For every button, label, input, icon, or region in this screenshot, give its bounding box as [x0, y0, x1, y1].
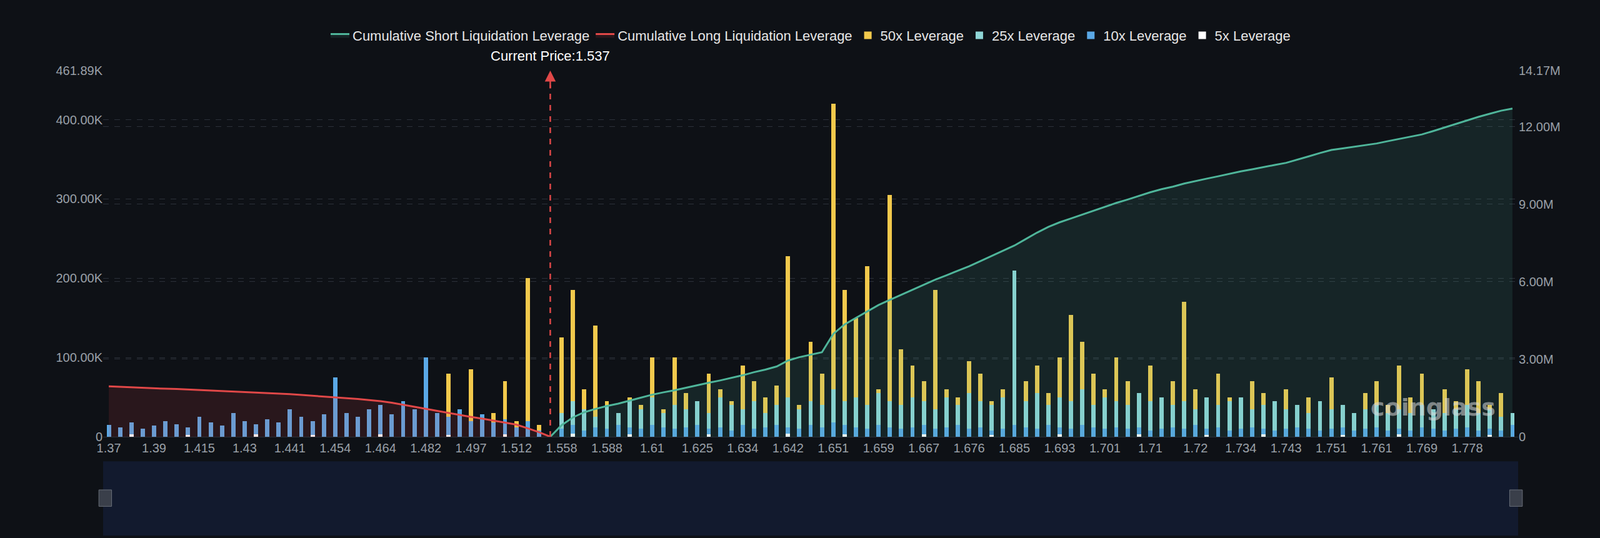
svg-text:1.743: 1.743 [1270, 441, 1302, 455]
svg-text:1.751: 1.751 [1315, 441, 1347, 455]
svg-text:10x Leverage: 10x Leverage [1103, 28, 1187, 44]
svg-text:1.667: 1.667 [908, 441, 940, 455]
svg-text:1.482: 1.482 [410, 441, 442, 455]
svg-text:300.00K: 300.00K [55, 191, 103, 206]
svg-text:1.37: 1.37 [96, 441, 122, 455]
svg-text:1.778: 1.778 [1451, 441, 1483, 455]
svg-text:12.00M: 12.00M [1518, 120, 1561, 134]
svg-text:1.651: 1.651 [817, 441, 849, 455]
svg-text:1.71: 1.71 [1138, 441, 1163, 455]
svg-text:1.685: 1.685 [998, 441, 1030, 455]
svg-text:6.00M: 6.00M [1518, 275, 1554, 289]
svg-text:0: 0 [95, 430, 103, 444]
svg-text:200.00K: 200.00K [55, 271, 103, 285]
svg-text:Current Price:1.537: Current Price:1.537 [490, 48, 610, 64]
svg-text:1.642: 1.642 [772, 441, 804, 455]
svg-text:1.512: 1.512 [500, 441, 532, 455]
svg-text:1.701: 1.701 [1089, 441, 1121, 455]
svg-text:25x Leverage: 25x Leverage [991, 28, 1075, 44]
svg-text:Cumulative Long Liquidation Le: Cumulative Long Liquidation Leverage [617, 28, 852, 44]
svg-text:1.454: 1.454 [319, 441, 351, 455]
svg-text:5x Leverage: 5x Leverage [1215, 28, 1291, 44]
svg-text:9.00M: 9.00M [1518, 197, 1554, 212]
svg-text:50x Leverage: 50x Leverage [880, 28, 964, 44]
svg-text:1.558: 1.558 [546, 441, 578, 455]
svg-text:1.659: 1.659 [863, 441, 895, 455]
svg-text:461.89K: 461.89K [55, 63, 103, 78]
svg-text:0: 0 [1518, 430, 1526, 444]
svg-text:1.734: 1.734 [1225, 441, 1257, 455]
svg-text:1.761: 1.761 [1361, 441, 1393, 455]
svg-text:1.634: 1.634 [726, 441, 759, 455]
svg-text:1.43: 1.43 [232, 441, 257, 455]
svg-text:100.00K: 100.00K [55, 350, 103, 365]
svg-text:1.769: 1.769 [1406, 441, 1438, 455]
svg-text:1.464: 1.464 [365, 441, 397, 455]
svg-text:1.72: 1.72 [1183, 441, 1208, 455]
svg-text:3.00M: 3.00M [1518, 352, 1554, 367]
svg-text:14.17M: 14.17M [1518, 63, 1561, 78]
svg-text:1.676: 1.676 [953, 441, 985, 455]
svg-text:coinglass: coinglass [1370, 393, 1496, 422]
svg-text:1.61: 1.61 [640, 441, 665, 455]
svg-text:1.415: 1.415 [183, 441, 215, 455]
svg-text:400.00K: 400.00K [55, 113, 103, 127]
svg-text:1.588: 1.588 [591, 441, 623, 455]
svg-text:1.441: 1.441 [274, 441, 306, 455]
svg-text:1.39: 1.39 [141, 441, 167, 455]
svg-text:1.497: 1.497 [455, 441, 487, 455]
svg-text:Cumulative Short Liquidation L: Cumulative Short Liquidation Leverage [352, 28, 590, 44]
svg-text:1.693: 1.693 [1043, 441, 1075, 455]
svg-text:1.625: 1.625 [681, 441, 714, 455]
